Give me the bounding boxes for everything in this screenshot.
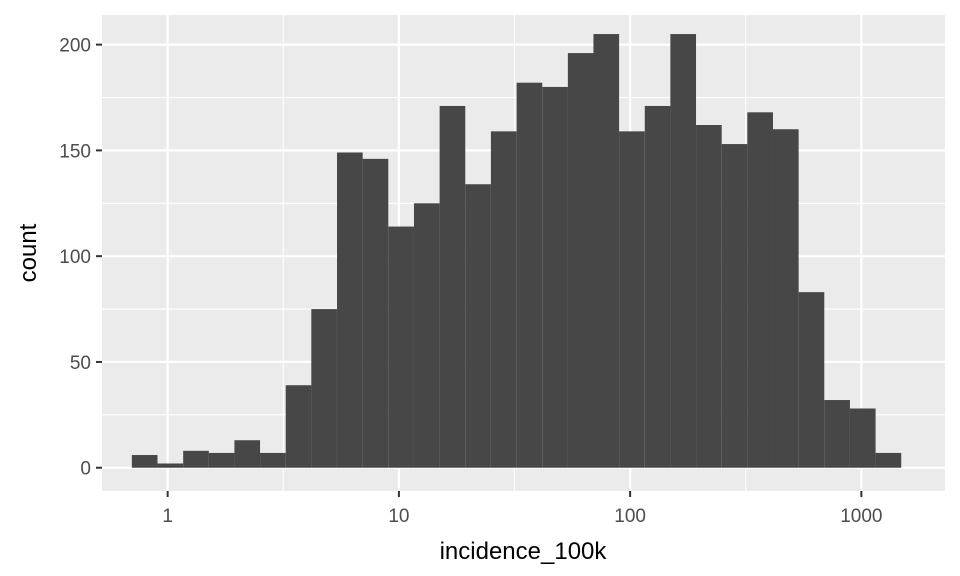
histogram-bar: [542, 86, 568, 468]
histogram-bar: [567, 53, 594, 468]
histogram-bar: [234, 440, 261, 468]
x-tick-label: 100: [614, 506, 646, 527]
histogram-bar: [311, 309, 337, 468]
x-tick-label: 1: [162, 506, 173, 527]
histogram-bar: [413, 203, 440, 468]
y-tick-label: 200: [59, 36, 91, 57]
histogram-bar: [131, 455, 158, 468]
histogram-bar: [721, 144, 748, 468]
histogram-bar: [798, 292, 825, 468]
histogram-bar: [593, 34, 620, 468]
x-tick-label: 1000: [840, 506, 882, 527]
histogram-bar: [490, 131, 517, 468]
histogram-bar: [696, 125, 722, 468]
histogram-bar: [183, 450, 209, 468]
y-axis-title: count: [15, 223, 42, 282]
histogram-bar: [337, 152, 363, 468]
histogram-bar: [644, 105, 671, 468]
histogram-bar: [670, 34, 697, 468]
histogram-bar: [516, 82, 543, 468]
x-tick-label: 10: [388, 506, 409, 527]
histogram-bar: [157, 463, 184, 468]
histogram-bar: [208, 452, 235, 468]
histogram-bars: [131, 34, 902, 468]
histogram-bar: [285, 385, 312, 468]
x-axis-title: incidence_100k: [440, 538, 608, 565]
histogram-bar: [260, 452, 286, 468]
histogram-bar: [824, 400, 850, 468]
histogram-bar: [747, 112, 773, 468]
histogram-bar: [772, 129, 799, 468]
y-axis: 0 50 100 150 200: [59, 36, 102, 480]
y-tick-label: 100: [59, 247, 91, 268]
histogram-bar: [619, 131, 645, 468]
histogram-bar: [362, 158, 389, 468]
histogram-bar: [465, 184, 491, 468]
y-tick-label: 0: [80, 459, 91, 480]
histogram-bar: [875, 452, 902, 468]
histogram-bar: [849, 408, 876, 468]
y-tick-label: 50: [70, 353, 91, 374]
y-tick-label: 150: [59, 141, 91, 162]
histogram-bar: [439, 105, 466, 468]
histogram-bar: [388, 226, 414, 468]
x-axis: 1 10 100 1000: [162, 491, 882, 527]
